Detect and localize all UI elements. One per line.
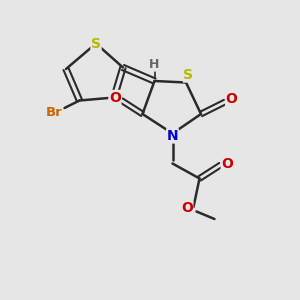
Text: Br: Br xyxy=(46,106,62,119)
Text: N: N xyxy=(167,129,178,143)
Text: S: S xyxy=(183,68,194,82)
Text: O: O xyxy=(221,157,233,170)
Text: O: O xyxy=(226,92,238,106)
Text: O: O xyxy=(181,202,193,215)
Text: H: H xyxy=(149,58,160,71)
Text: S: S xyxy=(91,37,101,50)
Text: O: O xyxy=(109,91,121,104)
